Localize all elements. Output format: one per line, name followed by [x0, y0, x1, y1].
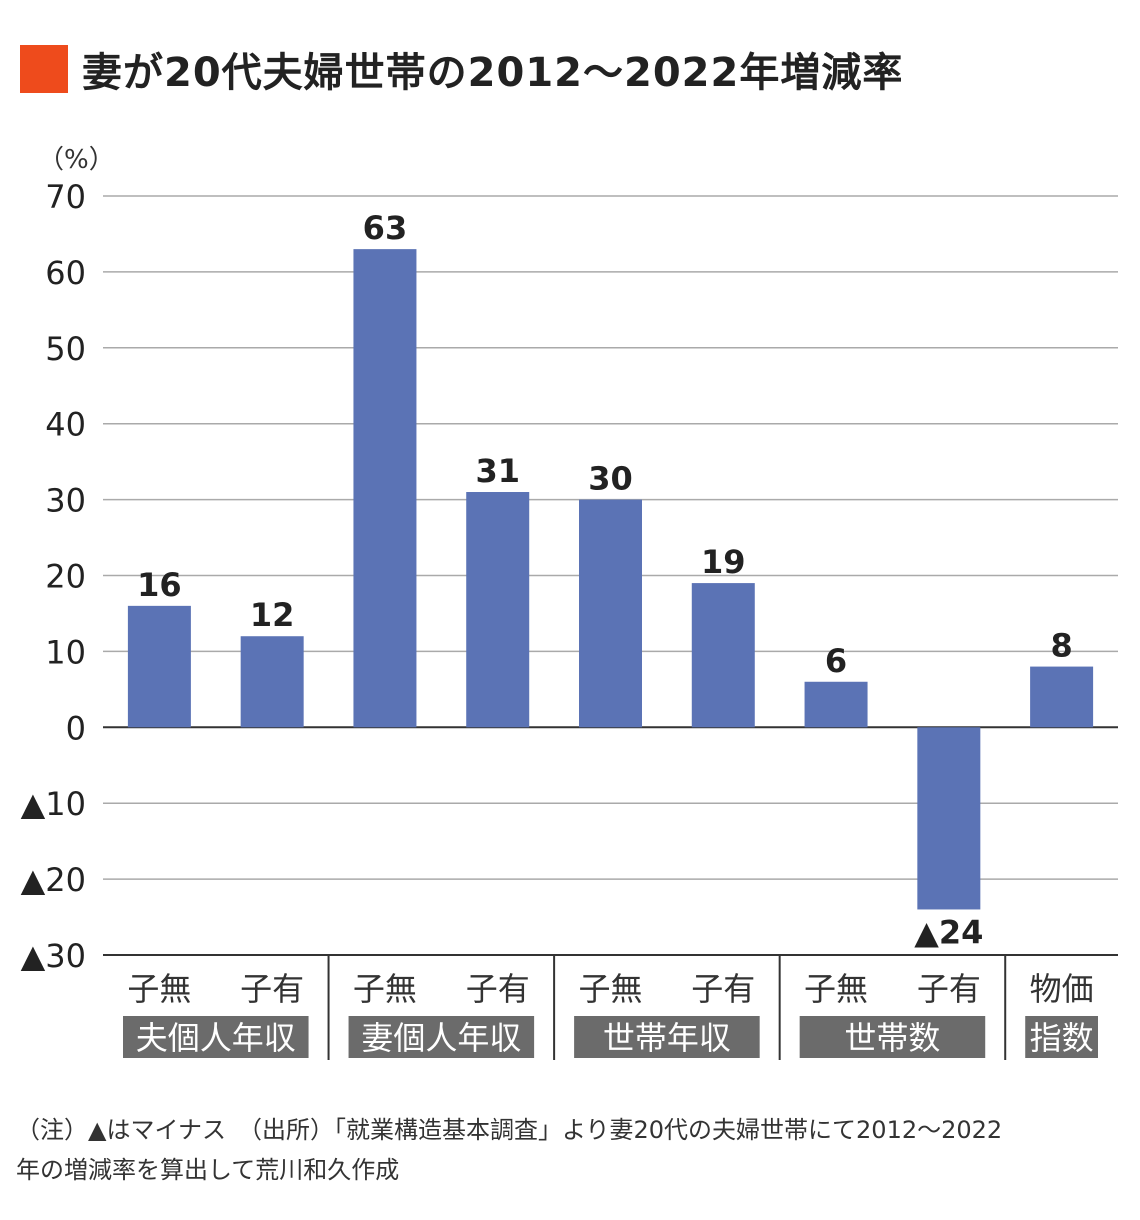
data-label: 30 — [588, 460, 633, 498]
group-label: 妻個人年収 — [361, 1019, 521, 1057]
data-label: ▲24 — [914, 913, 983, 951]
group-label: 夫個人年収 — [136, 1019, 296, 1057]
y-tick-label: 0 — [66, 709, 86, 747]
data-label: 16 — [137, 566, 182, 604]
chart-title: 妻が20代夫婦世帯の2012～2022年増減率 — [82, 50, 904, 96]
x-tick-label: 子有 — [466, 970, 530, 1008]
data-label: 63 — [363, 209, 408, 247]
bar — [1030, 666, 1094, 728]
data-label: 31 — [475, 452, 520, 490]
bar — [691, 583, 755, 728]
data-label: 8 — [1050, 627, 1072, 665]
title-square-icon — [20, 45, 68, 93]
y-tick-label: 40 — [45, 406, 86, 444]
x-tick-label: 子無 — [804, 970, 868, 1008]
bar — [804, 681, 868, 728]
data-label: 12 — [250, 596, 295, 634]
bar — [917, 727, 981, 910]
x-tick-label: 子有 — [240, 970, 304, 1008]
bar — [579, 499, 642, 728]
bar — [353, 249, 417, 728]
group-label-box — [1025, 1016, 1098, 1058]
y-tick-label: 70 — [45, 178, 86, 216]
group-label: 指数 — [1030, 1019, 1094, 1057]
y-tick-label: ▲20 — [21, 861, 86, 899]
data-label: 19 — [701, 543, 746, 581]
y-axis-label: （%） — [38, 145, 115, 175]
y-tick-label: ▲10 — [21, 785, 86, 823]
group-label-box — [348, 1016, 535, 1058]
x-tick-label: 子有 — [917, 970, 981, 1008]
chart-title-wrap: 妻が20代夫婦世帯の2012～2022年増減率 — [20, 40, 903, 98]
y-tick-label: ▲30 — [21, 937, 86, 975]
x-tick-label: 子無 — [127, 970, 191, 1008]
footnote-line1: （注）▲はマイナス （出所）「就業構造基本調査」より妻20代の夫婦世帯にて201… — [16, 1116, 1003, 1144]
x-tick-label: 子無 — [353, 970, 417, 1008]
x-tick-label: 子有 — [691, 970, 755, 1008]
group-label: 世帯数 — [844, 1019, 940, 1057]
group-label-box — [123, 1016, 309, 1058]
y-tick-label: 60 — [45, 254, 86, 292]
bar — [240, 636, 304, 728]
y-tick-label: 30 — [45, 482, 86, 520]
group-label: 世帯年収 — [603, 1019, 731, 1057]
bar — [466, 492, 530, 728]
y-tick-label: 10 — [45, 633, 86, 671]
x-tick-label: 子無 — [578, 970, 642, 1008]
footnote-line2: 年の増減率を算出して荒川和久作成 — [16, 1156, 400, 1184]
y-tick-label: 50 — [45, 330, 86, 368]
group-label-box — [574, 1016, 760, 1058]
group-label-box — [799, 1016, 986, 1058]
data-label: 6 — [825, 642, 847, 680]
bar — [127, 605, 191, 728]
x-tick-label: 物価 — [1030, 970, 1094, 1008]
y-tick-label: 20 — [45, 558, 86, 596]
